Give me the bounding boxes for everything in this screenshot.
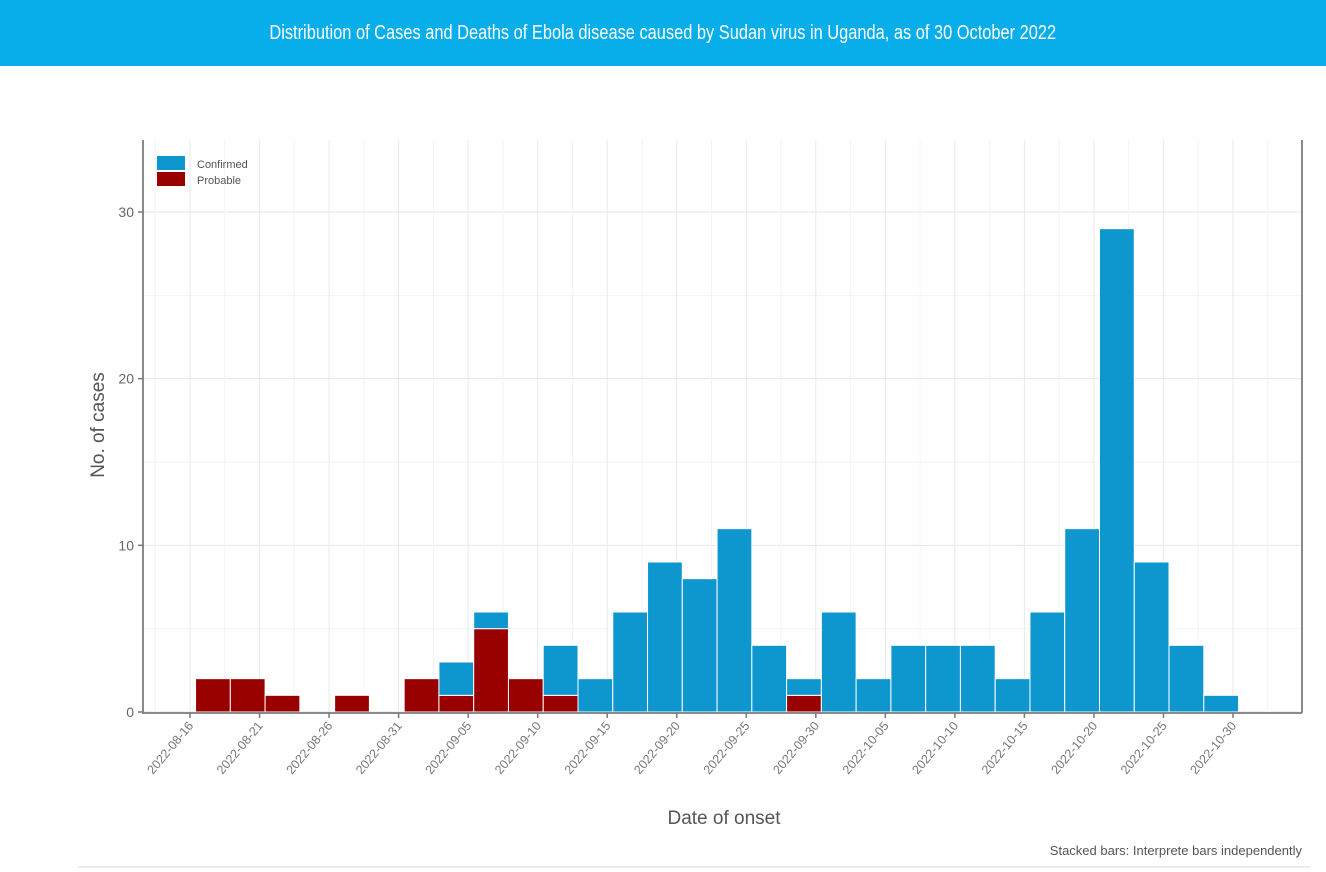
x-tick-label: 2022-09-30 — [770, 719, 822, 777]
chart-title: Distribution of Cases and Deaths of Ebol… — [269, 21, 1057, 44]
bars — [195, 228, 1240, 713]
bar-confirmed — [1133, 561, 1170, 713]
x-tick-label: 2022-09-25 — [701, 719, 753, 777]
bar-confirmed — [994, 678, 1031, 713]
x-tick-label: 2022-08-31 — [353, 719, 405, 777]
bar-confirmed — [716, 528, 753, 713]
bar-probable — [786, 694, 822, 713]
bar-probable — [507, 678, 544, 713]
bar-probable — [403, 678, 440, 713]
y-axis-label: No. of cases — [88, 372, 109, 478]
bar-confirmed — [1168, 644, 1205, 713]
footer-divider — [78, 866, 1310, 868]
bar-probable — [438, 694, 475, 713]
x-tick-label: 2022-09-10 — [492, 719, 544, 777]
bar-confirmed — [542, 644, 579, 696]
y-tick-label: 0 — [126, 704, 134, 720]
title-banner: Distribution of Cases and Deaths of Ebol… — [0, 0, 1326, 66]
x-tick-label: 2022-08-16 — [144, 719, 196, 777]
y-tick-label: 10 — [118, 537, 134, 553]
bar-confirmed — [925, 644, 961, 713]
bar-confirmed — [577, 678, 614, 713]
bar-confirmed — [473, 611, 509, 630]
legend: Confirmed Probable — [157, 156, 248, 187]
x-tick-label: 2022-10-10 — [909, 719, 961, 777]
bar-confirmed — [612, 611, 649, 713]
x-tick-label: 2022-10-30 — [1187, 719, 1239, 777]
bar-confirmed — [1203, 694, 1240, 713]
x-tick-label: 2022-08-21 — [214, 719, 266, 777]
x-tick-label: 2022-09-15 — [562, 719, 614, 777]
legend-swatch-probable — [157, 172, 185, 186]
legend-label-probable: Probable — [197, 175, 241, 187]
bar-probable — [542, 694, 579, 713]
x-tick-label: 2022-10-15 — [979, 719, 1031, 777]
y-tick-label: 20 — [118, 371, 134, 387]
bar-confirmed — [1029, 611, 1066, 713]
x-tick-label: 2022-10-25 — [1118, 719, 1170, 777]
bar-confirmed — [890, 644, 927, 713]
x-tick-label: 2022-10-20 — [1048, 719, 1100, 777]
bar-confirmed — [681, 578, 718, 713]
bar-probable — [264, 694, 301, 713]
x-ticks: 2022-08-16 2022-08-21 2022-08-26 2022-08-31… — [144, 713, 1239, 777]
bar-probable — [195, 678, 231, 713]
bar-confirmed — [855, 678, 892, 713]
bar-confirmed — [438, 661, 475, 696]
x-tick-label: 2022-10-05 — [840, 719, 892, 777]
x-axis-label: Date of onset — [667, 808, 781, 829]
bar-confirmed — [820, 611, 857, 713]
x-tick-label: 2022-08-26 — [284, 719, 336, 777]
bar-confirmed — [786, 678, 822, 696]
chart-note: Stacked bars: Interprete bars independen… — [1050, 843, 1303, 858]
bar-probable — [334, 694, 370, 713]
bar-confirmed — [1064, 528, 1100, 713]
bar-probable — [229, 678, 266, 713]
x-tick-label: 2022-09-05 — [423, 719, 475, 777]
bar-confirmed — [647, 561, 683, 713]
legend-swatch-confirmed — [157, 156, 185, 170]
axes — [142, 140, 1303, 714]
bar-confirmed — [1098, 228, 1135, 713]
y-ticks: 0 10 20 30 — [118, 204, 143, 720]
bar-confirmed — [959, 644, 996, 713]
x-tick-label: 2022-09-20 — [631, 719, 683, 777]
bar-confirmed — [751, 644, 788, 713]
legend-label-confirmed: Confirmed — [197, 159, 248, 171]
bar-probable — [473, 628, 509, 713]
y-tick-label: 30 — [118, 204, 134, 220]
